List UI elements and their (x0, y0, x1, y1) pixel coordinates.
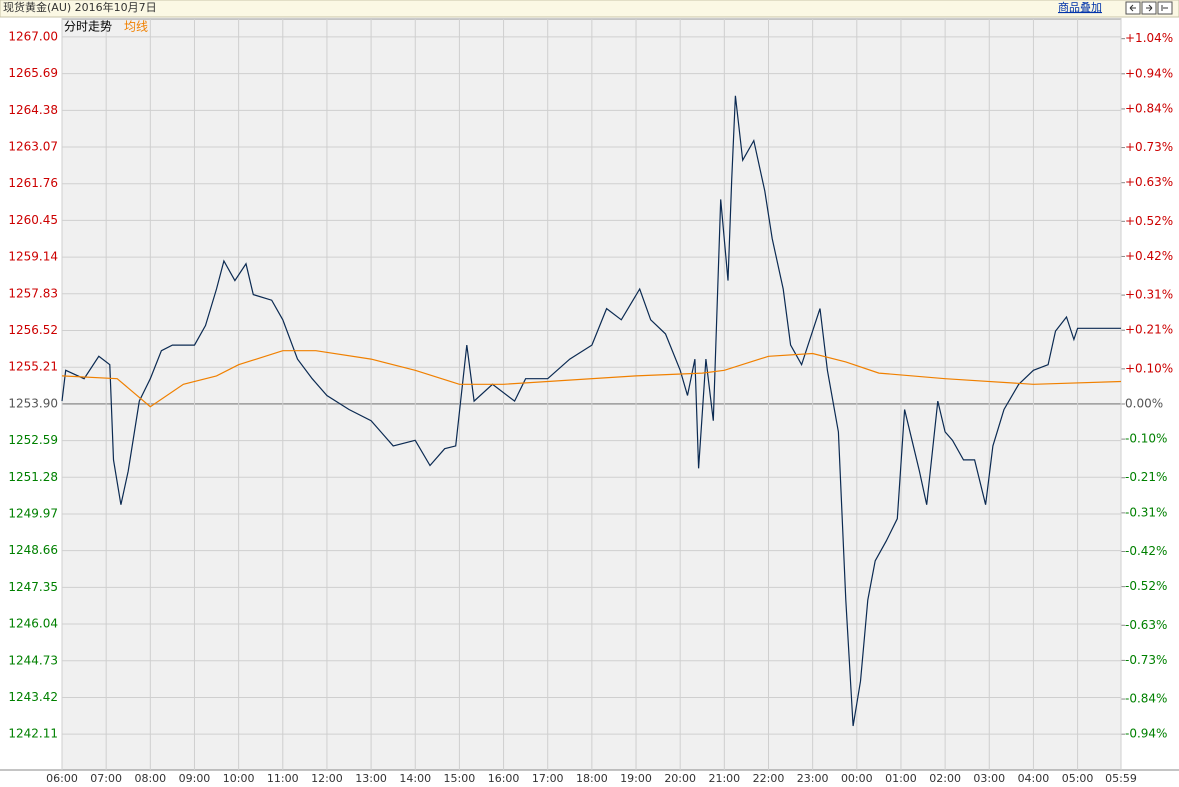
y-tick-label: 1243.42 (8, 690, 58, 704)
x-tick-label: 21:00 (708, 772, 740, 785)
y-tick-label: 1260.45 (8, 213, 58, 227)
y-tick-label: 1257.83 (8, 286, 58, 300)
top-bar (0, 0, 1179, 18)
y-tick-label: 1263.07 (8, 140, 58, 154)
y2-tick-label: 0.00% (1125, 396, 1163, 410)
y-tick-label: 1253.90 (8, 396, 58, 410)
y-tick-label: 1265.69 (8, 66, 58, 80)
x-tick-label: 00:00 (841, 772, 873, 785)
y-tick-label: 1248.66 (8, 543, 58, 557)
y-tick-label: 1252.59 (8, 433, 58, 447)
x-tick-label: 06:00 (46, 772, 78, 785)
x-tick-label: 09:00 (179, 772, 211, 785)
y-tick-label: 1261.76 (8, 176, 58, 190)
x-tick-label: 11:00 (267, 772, 299, 785)
y-tick-label: 1251.28 (8, 470, 58, 484)
y2-tick-label: +0.73% (1125, 140, 1173, 154)
y-tick-label: 1267.00 (8, 29, 58, 43)
y2-tick-label: -0.42% (1125, 544, 1167, 558)
y2-tick-label: -0.21% (1125, 470, 1167, 484)
x-tick-label: 17:00 (532, 772, 564, 785)
y2-tick-label: -0.94% (1125, 727, 1167, 741)
x-tick-label: 05:59 (1105, 772, 1137, 785)
page-title: 现货黄金(AU) 2016年10月7日 (3, 0, 157, 14)
x-tick-label: 02:00 (929, 772, 961, 785)
y2-tick-label: +0.52% (1125, 214, 1173, 228)
y-tick-label: 1264.38 (8, 103, 58, 117)
nav-buttons[interactable] (1125, 1, 1173, 15)
x-tick-label: 15:00 (444, 772, 476, 785)
y2-tick-label: -0.10% (1125, 432, 1167, 446)
y-tick-label: 1246.04 (8, 617, 58, 631)
x-tick-label: 12:00 (311, 772, 343, 785)
legend-entry: 分时走势 (64, 20, 112, 34)
x-tick-label: 08:00 (134, 772, 166, 785)
overlay-button[interactable]: 商品叠加 (1058, 0, 1102, 14)
y2-tick-label: +0.63% (1125, 175, 1173, 189)
average-line (61, 350, 1122, 408)
y2-tick-label: -0.52% (1125, 579, 1167, 593)
y2-tick-label: +0.84% (1125, 101, 1173, 115)
y-tick-label: 1249.97 (8, 506, 58, 520)
y2-tick-label: -0.73% (1125, 653, 1167, 667)
y-tick-label: 1259.14 (8, 250, 58, 264)
y2-tick-label: -0.63% (1125, 618, 1167, 632)
y2-tick-label: +0.31% (1125, 288, 1173, 302)
y-tick-label: 1247.35 (8, 580, 58, 594)
price-line (61, 95, 1121, 727)
y-tick-label: 1242.11 (8, 727, 58, 741)
x-tick-label: 23:00 (797, 772, 829, 785)
y-tick-label: 1256.52 (8, 323, 58, 337)
y2-tick-label: +1.04% (1125, 31, 1173, 45)
x-tick-label: 13:00 (355, 772, 387, 785)
y2-tick-label: -0.84% (1125, 692, 1167, 706)
y2-tick-label: -0.31% (1125, 505, 1167, 519)
x-tick-label: 16:00 (488, 772, 520, 785)
x-tick-label: 03:00 (973, 772, 1005, 785)
legend-entry: 均线 (124, 20, 148, 34)
x-tick-label: 20:00 (664, 772, 696, 785)
x-tick-label: 05:00 (1062, 772, 1094, 785)
x-tick-label: 07:00 (90, 772, 122, 785)
x-tick-label: 10:00 (223, 772, 255, 785)
x-tick-label: 04:00 (1018, 772, 1050, 785)
x-tick-label: 22:00 (753, 772, 785, 785)
x-tick-label: 01:00 (885, 772, 917, 785)
x-tick-label: 14:00 (399, 772, 431, 785)
y-tick-label: 1244.73 (8, 653, 58, 667)
y2-tick-label: +0.10% (1125, 361, 1173, 375)
y2-tick-label: +0.21% (1125, 323, 1173, 337)
y-tick-label: 1255.21 (8, 360, 58, 374)
y2-tick-label: +0.42% (1125, 249, 1173, 263)
x-tick-label: 18:00 (576, 772, 608, 785)
y2-tick-label: +0.94% (1125, 66, 1173, 80)
x-tick-label: 19:00 (620, 772, 652, 785)
